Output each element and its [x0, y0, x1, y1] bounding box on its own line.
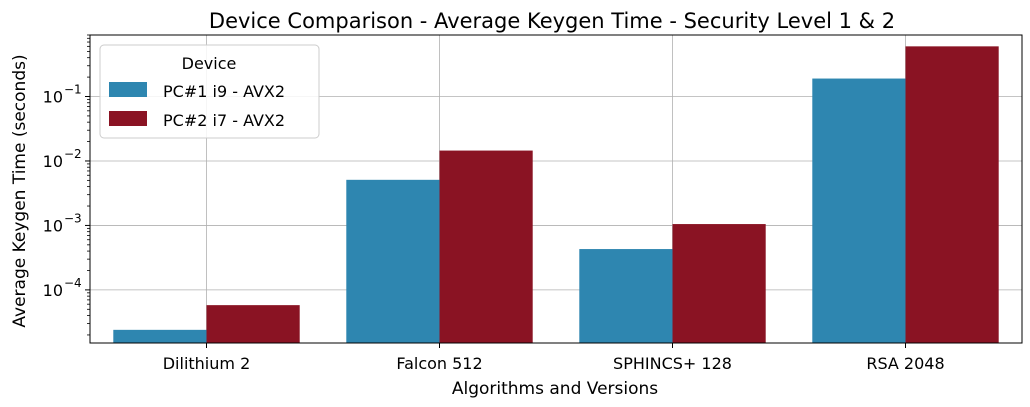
x-tick-label: Dilithium 2: [163, 354, 251, 373]
x-tick-label: Falcon 512: [396, 354, 482, 373]
legend-label-series-2: PC#2 i7 - AVX2: [163, 111, 285, 130]
bar-series-1-dilithium-2: [113, 329, 207, 343]
bars: [113, 46, 999, 344]
chart-title: Device Comparison - Average Keygen Time …: [209, 9, 895, 33]
bar-series-1-sphincs-128: [579, 249, 673, 343]
legend-label-series-1: PC#1 i9 - AVX2: [163, 82, 285, 101]
y-tick-exponent: −2: [64, 147, 82, 161]
plot-frame: [89, 34, 1023, 344]
y-tick-label: 10: [43, 88, 63, 107]
x-axis-label: Algorithms and Versions: [452, 379, 658, 399]
bar-series-2-dilithium-2: [206, 305, 300, 343]
legend-swatch-series-2: [109, 111, 147, 126]
x-tick-label: RSA 2048: [866, 354, 944, 373]
y-tick-exponent: −3: [64, 211, 82, 225]
x-tick-label: SPHINCS+ 128: [613, 354, 732, 373]
bar-series-2-falcon-512: [439, 150, 533, 343]
bar-series-1-rsa-2048: [812, 78, 906, 344]
bar-series-1-falcon-512: [346, 179, 440, 343]
legend: Device PC#1 i9 - AVX2 PC#2 i7 - AVX2: [99, 44, 320, 139]
y-tick-label: 10: [43, 281, 63, 300]
y-tick-label: 10: [43, 216, 63, 235]
bar-series-2-rsa-2048: [905, 46, 999, 343]
y-axis-label: Average Keygen Time (seconds): [10, 54, 30, 327]
y-tick-label: 10: [43, 152, 63, 171]
legend-title: Device: [182, 54, 237, 73]
legend-swatch-series-1: [109, 82, 147, 97]
legend-box: [99, 44, 320, 139]
bar-series-2-sphincs-128: [672, 224, 766, 343]
y-tick-exponent: −1: [64, 83, 82, 97]
y-tick-exponent: −4: [64, 276, 82, 290]
